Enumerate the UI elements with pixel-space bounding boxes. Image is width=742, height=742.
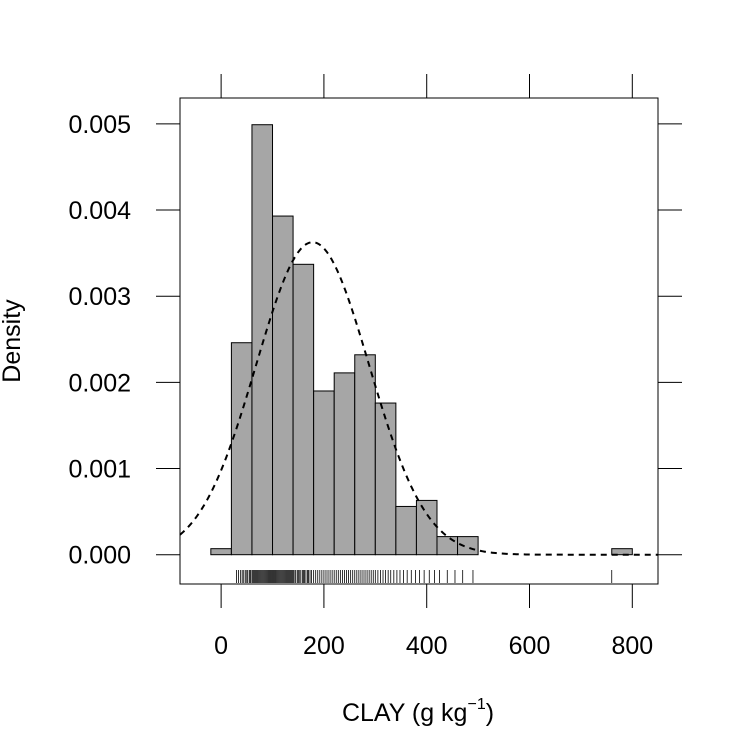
histogram-bar <box>292 263 315 556</box>
y-axis-tick-labels: 0.000 0.001 0.002 0.003 0.004 0.005 <box>68 111 131 570</box>
x-tick-label: 400 <box>406 632 448 660</box>
y-tick-label: 0.004 <box>68 197 131 225</box>
histogram-bars <box>210 124 633 556</box>
x-axis-title-main: CLAY (g kg <box>342 699 468 727</box>
x-top-ticks <box>220 74 633 98</box>
x-tick-label: 600 <box>509 632 551 660</box>
histogram-bar <box>457 536 479 556</box>
y-tick-label: 0.005 <box>68 111 131 139</box>
histogram-bar <box>395 505 417 556</box>
y-axis-ticks <box>156 123 682 556</box>
x-tick-label: 0 <box>214 632 228 660</box>
histogram-bar <box>436 536 459 556</box>
x-axis-title-suffix: ) <box>486 699 494 727</box>
y-tick-label: 0.002 <box>68 369 131 397</box>
y-tick-label: 0.000 <box>68 542 131 570</box>
y-tick-label: 0.003 <box>68 283 131 311</box>
y-axis-title: Density <box>0 299 26 383</box>
histogram-bar <box>251 124 274 556</box>
x-axis-tick-labels: 0 200 400 600 800 <box>214 632 653 660</box>
x-axis-title: CLAY (g kg−1) <box>342 696 494 727</box>
histogram-bar <box>374 402 397 556</box>
x-axis-title-exponent: −1 <box>467 696 485 713</box>
histogram-bar <box>611 548 633 556</box>
rug-marks <box>236 570 613 583</box>
histogram-bar <box>415 499 438 556</box>
plot-frame <box>179 97 659 585</box>
histogram-bar <box>333 372 356 556</box>
x-axis-ticks <box>220 584 633 608</box>
x-tick-label: 800 <box>611 632 653 660</box>
histogram-bar <box>354 354 376 556</box>
x-tick-label: 200 <box>303 632 345 660</box>
y-tick-label: 0.001 <box>68 456 131 484</box>
histogram-bar <box>210 548 232 556</box>
normal-density-curve <box>179 241 658 556</box>
histogram-bar <box>230 342 253 556</box>
histogram-bar <box>313 390 335 556</box>
histogram-bar <box>272 215 294 556</box>
